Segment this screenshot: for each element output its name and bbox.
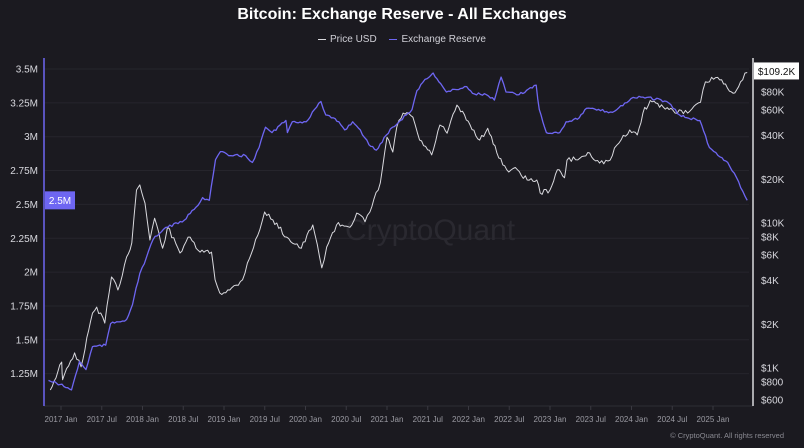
right-tick-label: $4K [761,276,779,287]
chart-title: Bitcoin: Exchange Reserve - All Exchange… [237,6,567,23]
legend-swatch-price [318,38,327,40]
price-usd-line [49,72,748,391]
x-tick-label: 2020 Jul [331,415,361,424]
right-tick-label: $10K [761,219,785,230]
x-tick-label: 2021 Jul [413,415,443,424]
copyright-footer: © CryptoQuant. All rights reserved [670,431,784,440]
legend-swatch-reserve [389,38,398,40]
x-tick-label: 2017 Jul [87,415,117,424]
legend-label-price: Price USD [330,33,377,45]
right-tick-label: $1K [761,364,779,375]
legend-item-reserve[interactable]: Exchange Reserve [389,34,486,45]
left-tick-label: 1.25M [10,369,38,380]
left-tick-label: 2.5M [16,200,38,211]
left-tick-label: 3.5M [16,65,38,76]
legend-item-price[interactable]: Price USD [318,34,377,45]
left-tick-label: 2M [24,268,38,279]
x-tick-label: 2020 Jan [289,415,322,424]
right-tick-label: $20K [761,175,785,186]
legend-label-reserve: Exchange Reserve [401,33,486,45]
reserve-current-label: 2.5M [49,196,71,207]
reserve-current-tag [45,191,75,210]
x-tick-label: 2019 Jul [250,415,280,424]
right-tick-label: $600 [761,396,784,407]
price-current-label: $109.2K [758,67,796,78]
x-tick-label: 2024 Jan [615,415,648,424]
right-tick-label: $800 [761,378,784,389]
right-tick-label: $6K [761,251,779,262]
right-tick-label: $40K [761,131,785,142]
x-tick-label: 2018 Jul [168,415,198,424]
right-tick-label: $8K [761,233,779,244]
x-tick-label: 2024 Jul [657,415,687,424]
x-tick-label: 2019 Jan [208,415,241,424]
right-tick-label: $2K [761,320,779,331]
x-tick-label: 2025 Jan [697,415,730,424]
right-tick-label: $80K [761,88,785,99]
x-tick-label: 2022 Jul [494,415,524,424]
x-tick-label: 2023 Jan [534,415,567,424]
x-tick-label: 2022 Jan [452,415,485,424]
left-tick-label: 1.75M [10,301,38,312]
left-tick-label: 3.25M [10,98,38,109]
left-tick-label: 3M [24,132,38,143]
x-tick-label: 2017 Jan [45,415,78,424]
left-tick-label: 1.5M [16,335,38,346]
x-tick-label: 2023 Jul [576,415,606,424]
exchange-reserve-line [48,72,748,391]
price-current-tag [754,62,799,80]
left-tick-label: 2.25M [10,234,38,245]
legend: Price USD Exchange Reserve [0,32,804,45]
x-tick-label: 2018 Jan [126,415,159,424]
right-tick-label: $60K [761,106,785,117]
watermark: CryptoQuant [345,214,516,247]
left-tick-label: 2.75M [10,166,38,177]
x-tick-label: 2021 Jan [371,415,404,424]
